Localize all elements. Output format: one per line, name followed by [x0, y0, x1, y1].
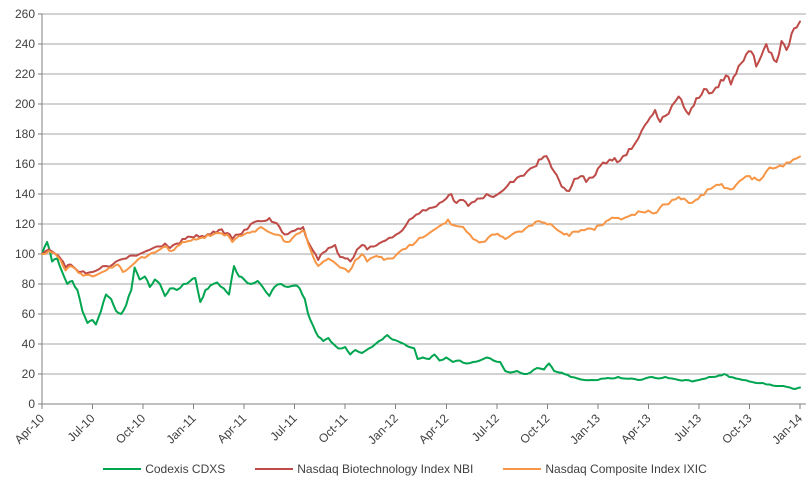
svg-text:200: 200 — [15, 97, 35, 111]
svg-text:220: 220 — [15, 67, 35, 81]
svg-text:Jul-10: Jul-10 — [65, 411, 98, 444]
x-axis-labels: Apr-10 Jul-10 Oct-10 Jan-11 Apr-11 Jul-11 Oct-… — [12, 404, 805, 447]
svg-text:180: 180 — [15, 127, 35, 141]
legend-line-swatch-red — [255, 468, 294, 470]
legend-item-nasdaq-biotech-nbi: Nasdaq Biotechnology Index NBI — [255, 462, 473, 476]
legend-label: Nasdaq Composite Index IXIC — [545, 462, 707, 476]
legend-line-swatch-green — [103, 468, 142, 470]
legend-item-codexis-cdxs: Codexis CDXS — [103, 462, 225, 476]
svg-text:Oct-13: Oct-13 — [719, 411, 755, 447]
svg-text:Jan-13: Jan-13 — [567, 411, 603, 447]
svg-text:160: 160 — [15, 157, 35, 171]
y-axis-labels: 0 20 40 60 80 100 120 140 160 180 200 220 240 260 — [15, 7, 42, 411]
svg-text:0: 0 — [28, 397, 35, 411]
svg-text:Oct-12: Oct-12 — [517, 411, 553, 447]
svg-text:120: 120 — [15, 217, 35, 231]
chart-svg: 0 20 40 60 80 100 120 140 160 180 200 220 240 260 Apr-… — [12, 7, 806, 447]
svg-text:20: 20 — [22, 367, 36, 381]
svg-text:Jul-13: Jul-13 — [671, 411, 704, 444]
series-line-codexis-cdxs — [41, 241, 801, 390]
svg-text:140: 140 — [15, 187, 35, 201]
svg-text:Jul-11: Jul-11 — [267, 411, 300, 444]
y-gridlines — [42, 13, 806, 375]
axes — [41, 14, 806, 405]
svg-text:Apr-12: Apr-12 — [416, 411, 452, 447]
series-line-nasdaq-biotechnology-index-nbi — [41, 20, 801, 275]
legend-item-nasdaq-composite-ixic: Nasdaq Composite Index IXIC — [503, 462, 707, 476]
svg-text:80: 80 — [22, 277, 36, 291]
svg-text:100: 100 — [15, 247, 35, 261]
svg-text:Jan-14: Jan-14 — [769, 411, 805, 447]
svg-text:Jul-12: Jul-12 — [469, 411, 502, 444]
legend-label: Codexis CDXS — [145, 462, 226, 476]
svg-text:Oct-10: Oct-10 — [113, 411, 149, 447]
svg-text:Apr-11: Apr-11 — [215, 411, 250, 446]
svg-text:Apr-10: Apr-10 — [12, 411, 48, 447]
svg-text:Jan-12: Jan-12 — [365, 411, 401, 447]
svg-text:260: 260 — [15, 7, 35, 21]
svg-text:Apr-13: Apr-13 — [618, 411, 654, 447]
svg-text:240: 240 — [15, 37, 35, 51]
legend-line-swatch-orange — [503, 468, 542, 470]
svg-text:Oct-11: Oct-11 — [316, 411, 351, 446]
chart-legend: Codexis CDXS Nasdaq Biotechnology Index … — [0, 462, 810, 476]
legend-label: Nasdaq Biotechnology Index NBI — [297, 462, 474, 476]
svg-text:40: 40 — [22, 337, 36, 351]
svg-text:Jan-11: Jan-11 — [163, 411, 198, 446]
svg-text:60: 60 — [22, 307, 36, 321]
series-line-nasdaq-composite-index-ixic — [41, 155, 801, 278]
